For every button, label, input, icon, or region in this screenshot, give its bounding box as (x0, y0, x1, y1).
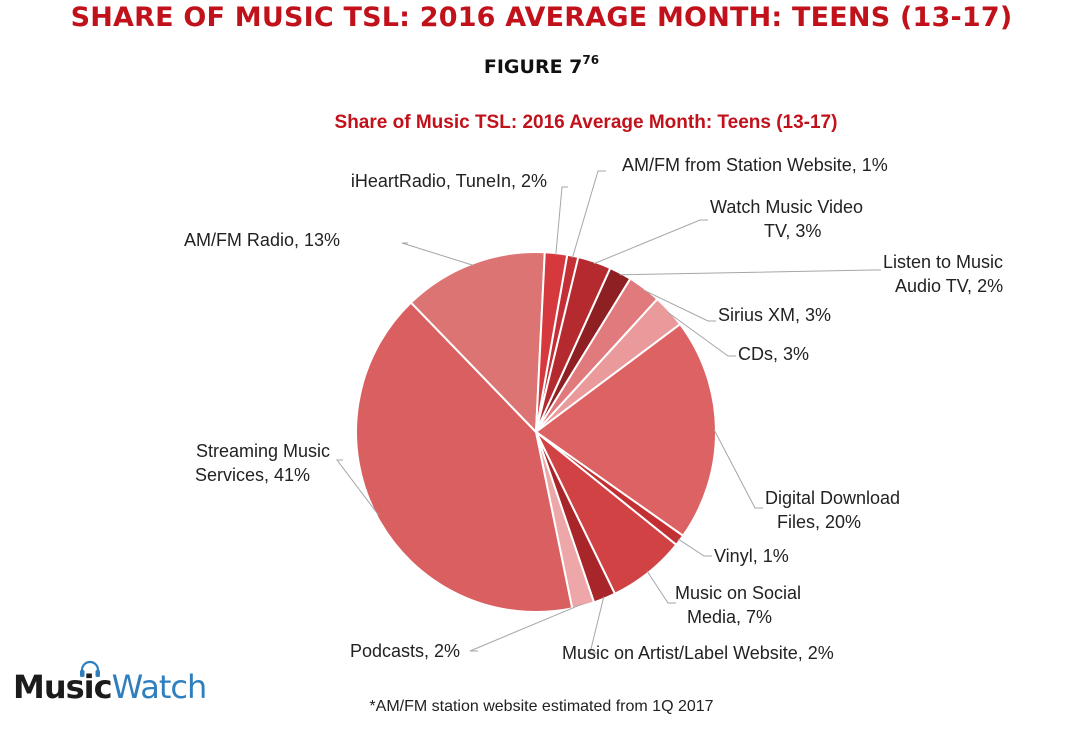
leader-line (401, 242, 474, 266)
pie-slice (409, 251, 546, 435)
headphones-icon (80, 660, 100, 677)
leader-line (593, 219, 708, 265)
leader-line (589, 596, 605, 654)
footnote: *AM/FM station website estimated from 1Q… (369, 698, 714, 715)
slice-label: Watch Music Video TV, 3% (710, 197, 863, 241)
leader-line (555, 186, 568, 256)
slice-label: Music on Social Media, 7% (675, 583, 801, 627)
musicwatch-logo: MusicWatch (13, 660, 208, 706)
figure-footnote-ref: 76 (582, 53, 600, 67)
leader-line (571, 170, 606, 258)
slice-label: iHeartRadio, TuneIn, 2% (351, 171, 547, 191)
pie-slice (534, 322, 717, 538)
slice-label: CDs, 3% (738, 344, 809, 364)
leader-line (469, 603, 583, 652)
leader-line (646, 570, 676, 604)
slice-label: Vinyl, 1% (714, 546, 789, 566)
slice-label: Podcasts, 2% (350, 641, 460, 661)
slice-label: Sirius XM, 3% (718, 305, 831, 325)
leader-line (713, 429, 763, 509)
leader-line (677, 538, 712, 557)
page-title: SHARE OF MUSIC TSL: 2016 AVERAGE MONTH: … (70, 2, 1013, 33)
figure-label: FIGURE 776 (0, 53, 1083, 78)
chart-title: Share of Music TSL: 2016 Average Month: … (335, 112, 838, 133)
logo-text-watch: Watch (111, 668, 208, 706)
slice-label: Streaming Music Services, 41% (195, 441, 330, 485)
leader-line (619, 269, 881, 276)
slice-label: AM/FM Radio, 13% (184, 230, 340, 250)
leader-line (335, 459, 379, 516)
leader-line (667, 311, 736, 357)
slice-label: Digital Download Files, 20% (765, 488, 900, 532)
slice-label: Music on Artist/Label Website, 2% (562, 643, 834, 663)
leader-line (642, 289, 716, 322)
pie-slice (355, 301, 574, 613)
figure-number: FIGURE 7 (483, 56, 583, 78)
slice-label: Listen to Music Audio TV, 2% (883, 252, 1003, 296)
slice-label: AM/FM from Station Website, 1% (622, 155, 888, 175)
